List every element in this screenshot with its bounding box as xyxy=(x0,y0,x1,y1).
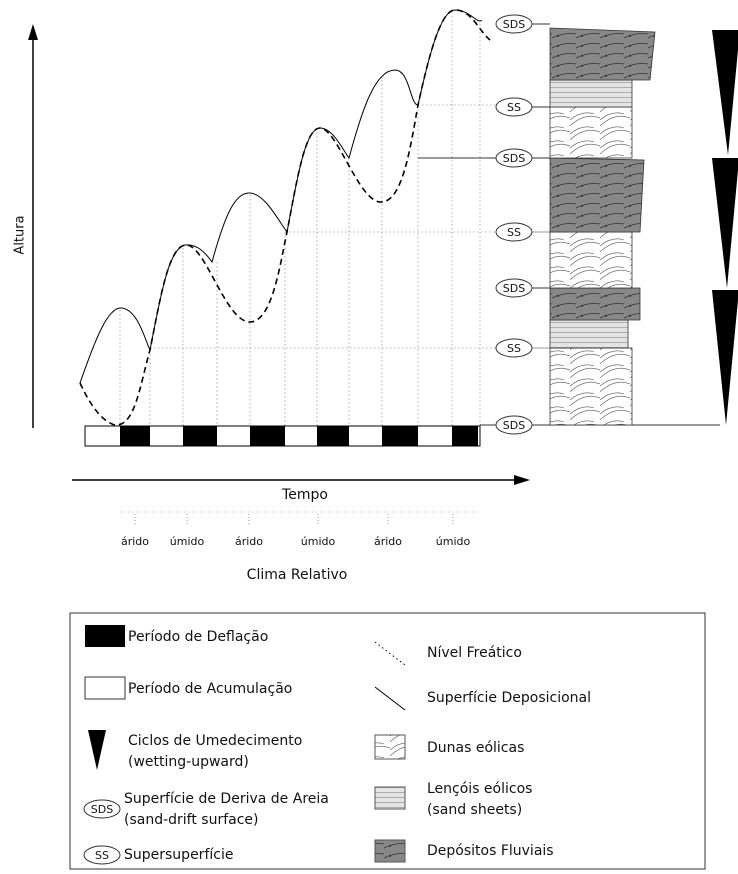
surface-label: SDS xyxy=(503,419,525,432)
legend-icon xyxy=(375,687,405,710)
legend-label: Lençóis eólicos xyxy=(427,781,532,797)
climate-label: árido xyxy=(121,535,149,548)
legend-label: (sand sheets) xyxy=(427,802,522,818)
surface-label: SS xyxy=(507,101,521,114)
climate-label: úmido xyxy=(170,535,205,548)
surface-label: SS xyxy=(507,342,521,355)
legend-label: Superfície Deposicional xyxy=(427,690,591,706)
climate-title: Clima Relativo xyxy=(247,567,348,583)
surface-label: SDS xyxy=(503,282,525,295)
legend-icon xyxy=(375,735,405,759)
climate-label: árido xyxy=(374,535,402,548)
legend-icon xyxy=(85,677,125,699)
wetting-cycles xyxy=(712,30,738,425)
legend-label: (sand-drift surface) xyxy=(124,812,259,828)
legend-label: Período de Deflação xyxy=(128,629,268,645)
legend-label: Período de Acumulação xyxy=(128,681,292,697)
legend-icon xyxy=(85,625,125,647)
climate-label: úmido xyxy=(301,535,336,548)
surface-label: SS xyxy=(507,226,521,239)
surface-label: SDS xyxy=(503,18,525,31)
x-label: Tempo xyxy=(281,487,328,503)
surface-label: SDS xyxy=(503,152,525,165)
water-table xyxy=(80,10,490,425)
legend-icon xyxy=(88,730,106,770)
legend-icon xyxy=(375,840,405,862)
legend-label: Depósitos Fluviais xyxy=(427,843,554,859)
arrow-head xyxy=(514,475,530,485)
legend-label: Dunas eólicas xyxy=(427,740,524,756)
climate-label: úmido xyxy=(436,535,471,548)
strat-column xyxy=(550,28,655,425)
depositional-surface xyxy=(80,10,482,383)
legend-icon xyxy=(375,642,405,665)
legend-badge-label: SDS xyxy=(91,803,113,816)
time-guides xyxy=(120,12,500,426)
arrow-head xyxy=(28,24,38,40)
legend-label: Nível Freático xyxy=(427,645,522,661)
y-label: Altura xyxy=(13,215,28,254)
legend-label: Supersuperfície xyxy=(124,847,233,863)
legend-label: Superfície de Deriva de Areia xyxy=(124,791,329,807)
diagram: Altura Tempo árido úmido árido úmido árido úm… xyxy=(0,0,738,870)
climate-label: árido xyxy=(235,535,263,548)
legend-icon xyxy=(375,787,405,809)
legend-badge-label: SS xyxy=(95,849,109,862)
legend-label: (wetting-upward) xyxy=(128,754,249,770)
legend-label: Ciclos de Umedecimento xyxy=(128,733,302,749)
